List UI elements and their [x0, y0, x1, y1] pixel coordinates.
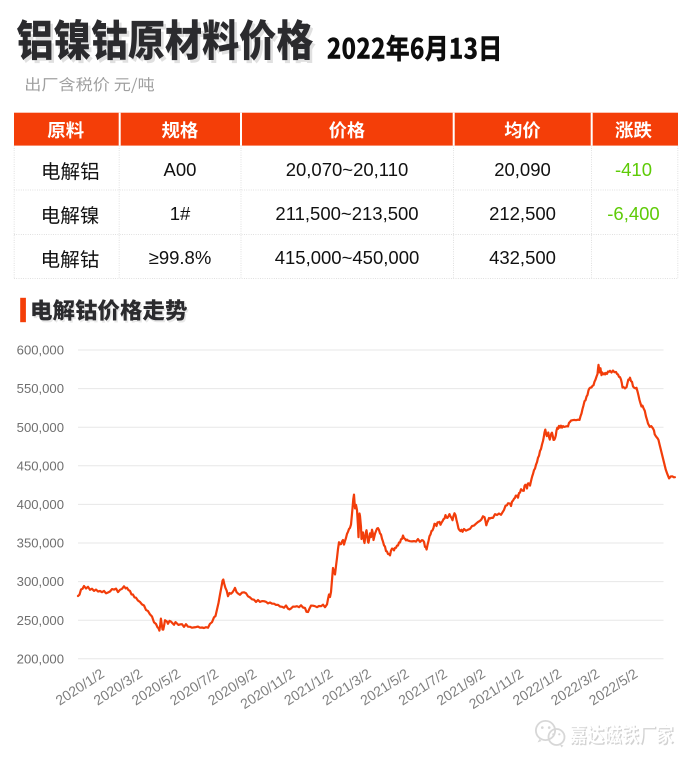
svg-text:300,000: 300,000: [17, 574, 64, 589]
svg-text:≥99.8%: ≥99.8%: [149, 247, 212, 268]
svg-text:600,000: 600,000: [17, 343, 64, 358]
svg-text:A00: A00: [164, 159, 197, 180]
svg-text:432,500: 432,500: [489, 247, 556, 268]
svg-text:350,000: 350,000: [17, 536, 64, 551]
svg-text:415,000~450,000: 415,000~450,000: [275, 247, 420, 268]
svg-text:-6,400: -6,400: [607, 203, 659, 224]
svg-text:20,070~20,110: 20,070~20,110: [286, 159, 409, 180]
svg-text:400,000: 400,000: [17, 497, 64, 512]
svg-text:211,500~213,500: 211,500~213,500: [275, 203, 418, 224]
svg-text:212,500: 212,500: [489, 203, 556, 224]
svg-text:550,000: 550,000: [17, 381, 64, 396]
svg-text:200,000: 200,000: [17, 651, 64, 666]
svg-text:20,090: 20,090: [494, 159, 551, 180]
svg-text:500,000: 500,000: [17, 420, 64, 435]
svg-text:-410: -410: [615, 159, 652, 180]
svg-text:1#: 1#: [170, 203, 191, 224]
svg-text:250,000: 250,000: [17, 613, 64, 628]
svg-text:450,000: 450,000: [17, 458, 64, 473]
